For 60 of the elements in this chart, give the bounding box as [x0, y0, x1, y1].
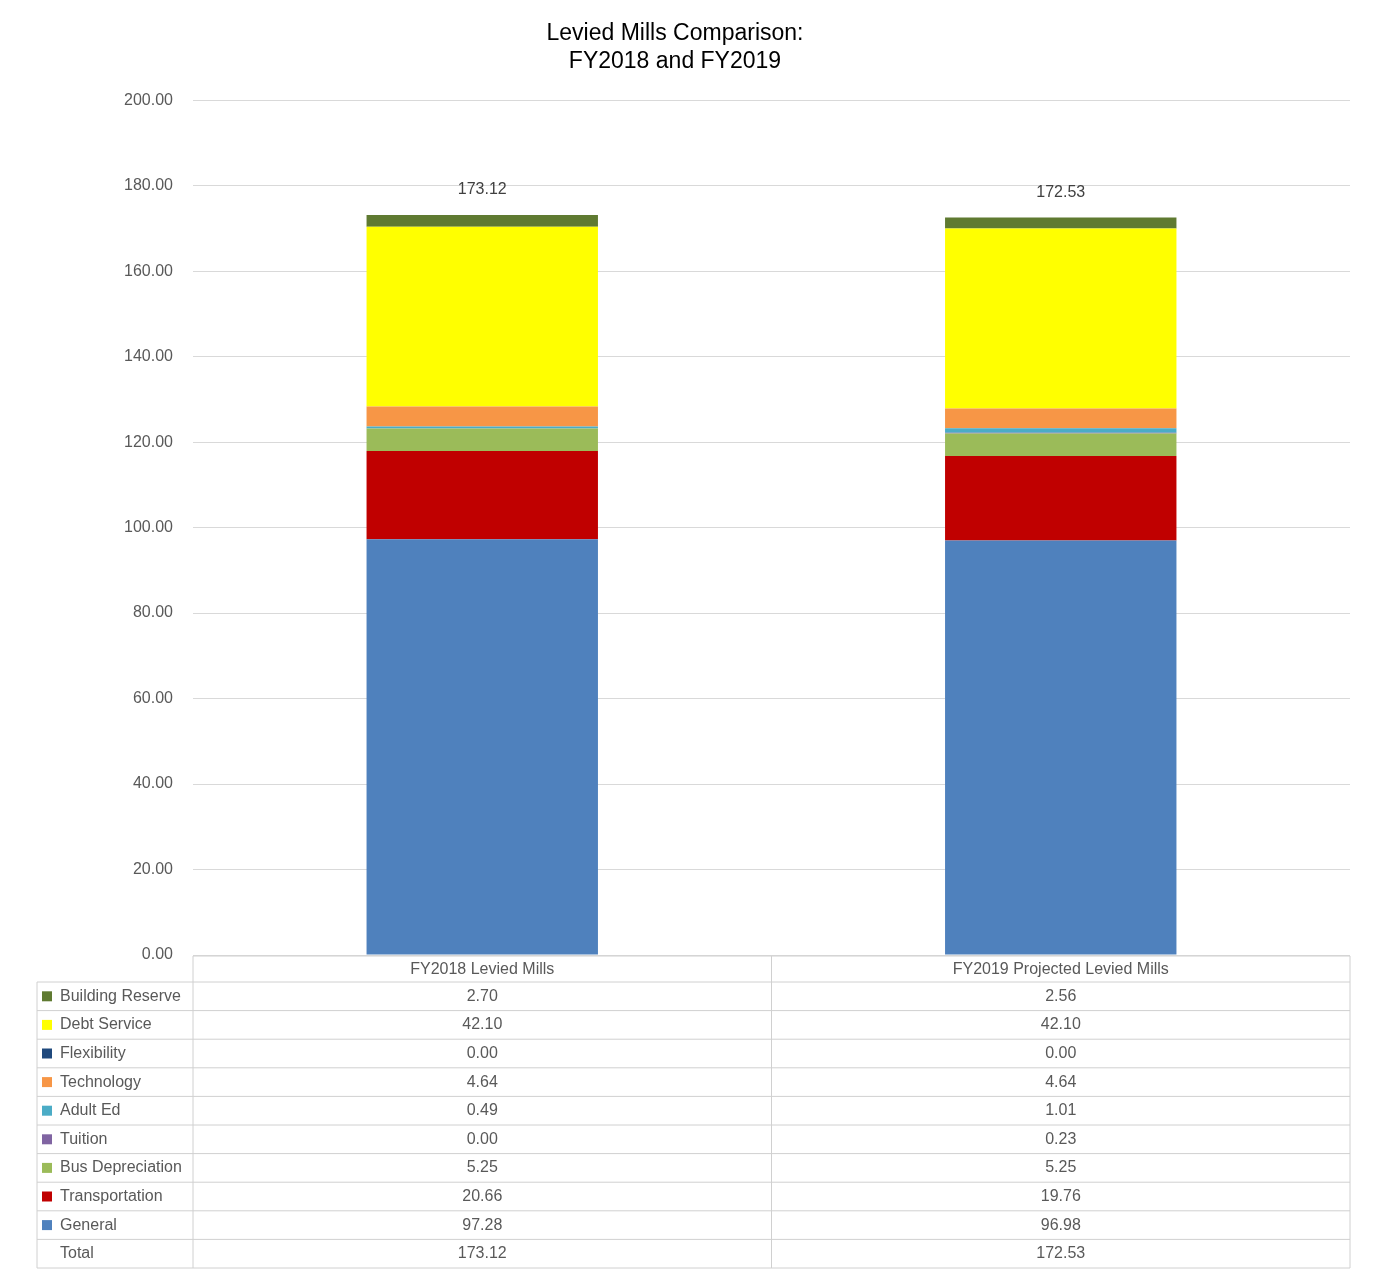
data-label: 0.23 [1045, 1129, 1077, 1147]
data-label: 42.10 [462, 1015, 503, 1033]
data-label: 0.49 [466, 1101, 498, 1119]
bar [366, 426, 598, 429]
x-tick-label: FY2019 Projected Levied Mills [952, 960, 1169, 978]
legend-label: Bus Depreciation [60, 1158, 182, 1176]
bar [945, 433, 1177, 457]
text: Total [60, 1244, 94, 1262]
legend-label: General [60, 1215, 117, 1233]
data-label: 5.25 [466, 1158, 498, 1176]
y-tick-label: 160.00 [124, 261, 174, 279]
data-label: 2.70 [466, 986, 498, 1004]
data-label: 4.64 [1045, 1072, 1077, 1090]
data-label: 42.10 [1040, 1015, 1081, 1033]
data-label: 0.00 [1045, 1043, 1077, 1061]
y-tick-label: 140.00 [124, 347, 174, 365]
bar [366, 450, 598, 540]
bar [945, 228, 1177, 409]
legend-label: Transportation [60, 1186, 163, 1204]
legend-label: Building Reserve [60, 986, 182, 1004]
data-label: 4.64 [466, 1072, 498, 1090]
y-tick-label: 120.00 [124, 432, 174, 450]
bar [366, 406, 598, 427]
y-tick-label: 80.00 [132, 603, 174, 621]
text: 172.53 [1036, 1244, 1086, 1262]
data-label: 2.56 [1045, 986, 1077, 1004]
data-label: 1.01 [1045, 1101, 1077, 1119]
y-tick-label: 40.00 [132, 774, 174, 792]
x-tick-label: FY2018 Levied Mills [410, 960, 555, 978]
bar [945, 540, 1177, 955]
legend-label: Adult Ed [60, 1101, 121, 1119]
bar [366, 428, 598, 451]
data-label: 5.25 [1045, 1158, 1077, 1176]
y-tick-label: 0.00 [141, 945, 174, 963]
data-label: 0.00 [466, 1043, 498, 1061]
data-label: 19.76 [1040, 1186, 1081, 1204]
y-tick-label: 200.00 [124, 90, 174, 108]
bar [366, 215, 598, 227]
bar [945, 408, 1177, 429]
y-tick-label: 100.00 [124, 518, 174, 536]
y-tick-label: 20.00 [132, 859, 174, 877]
bar [366, 226, 598, 407]
data-label: 96.98 [1040, 1215, 1081, 1233]
total-label: 173.12 [457, 180, 507, 198]
legend-label: Debt Service [60, 1015, 152, 1033]
legend-label: Technology [60, 1072, 141, 1090]
y-tick-label: 60.00 [132, 688, 174, 706]
legend-label: Flexibility [60, 1043, 126, 1061]
data-label: 20.66 [462, 1186, 503, 1204]
chart-title: Levied Mills Comparison: FY2018 and FY2019 [546, 19, 804, 73]
bar [366, 539, 598, 955]
data-label: 97.28 [462, 1215, 503, 1233]
bar [945, 428, 1177, 433]
legend-label: Tuition [60, 1129, 108, 1147]
total-label: 172.53 [1036, 183, 1086, 201]
data-label: 0.00 [466, 1129, 498, 1147]
bar [945, 456, 1177, 541]
text: 173.12 [457, 1244, 507, 1262]
y-tick-label: 180.00 [124, 176, 174, 194]
bar [945, 217, 1177, 229]
